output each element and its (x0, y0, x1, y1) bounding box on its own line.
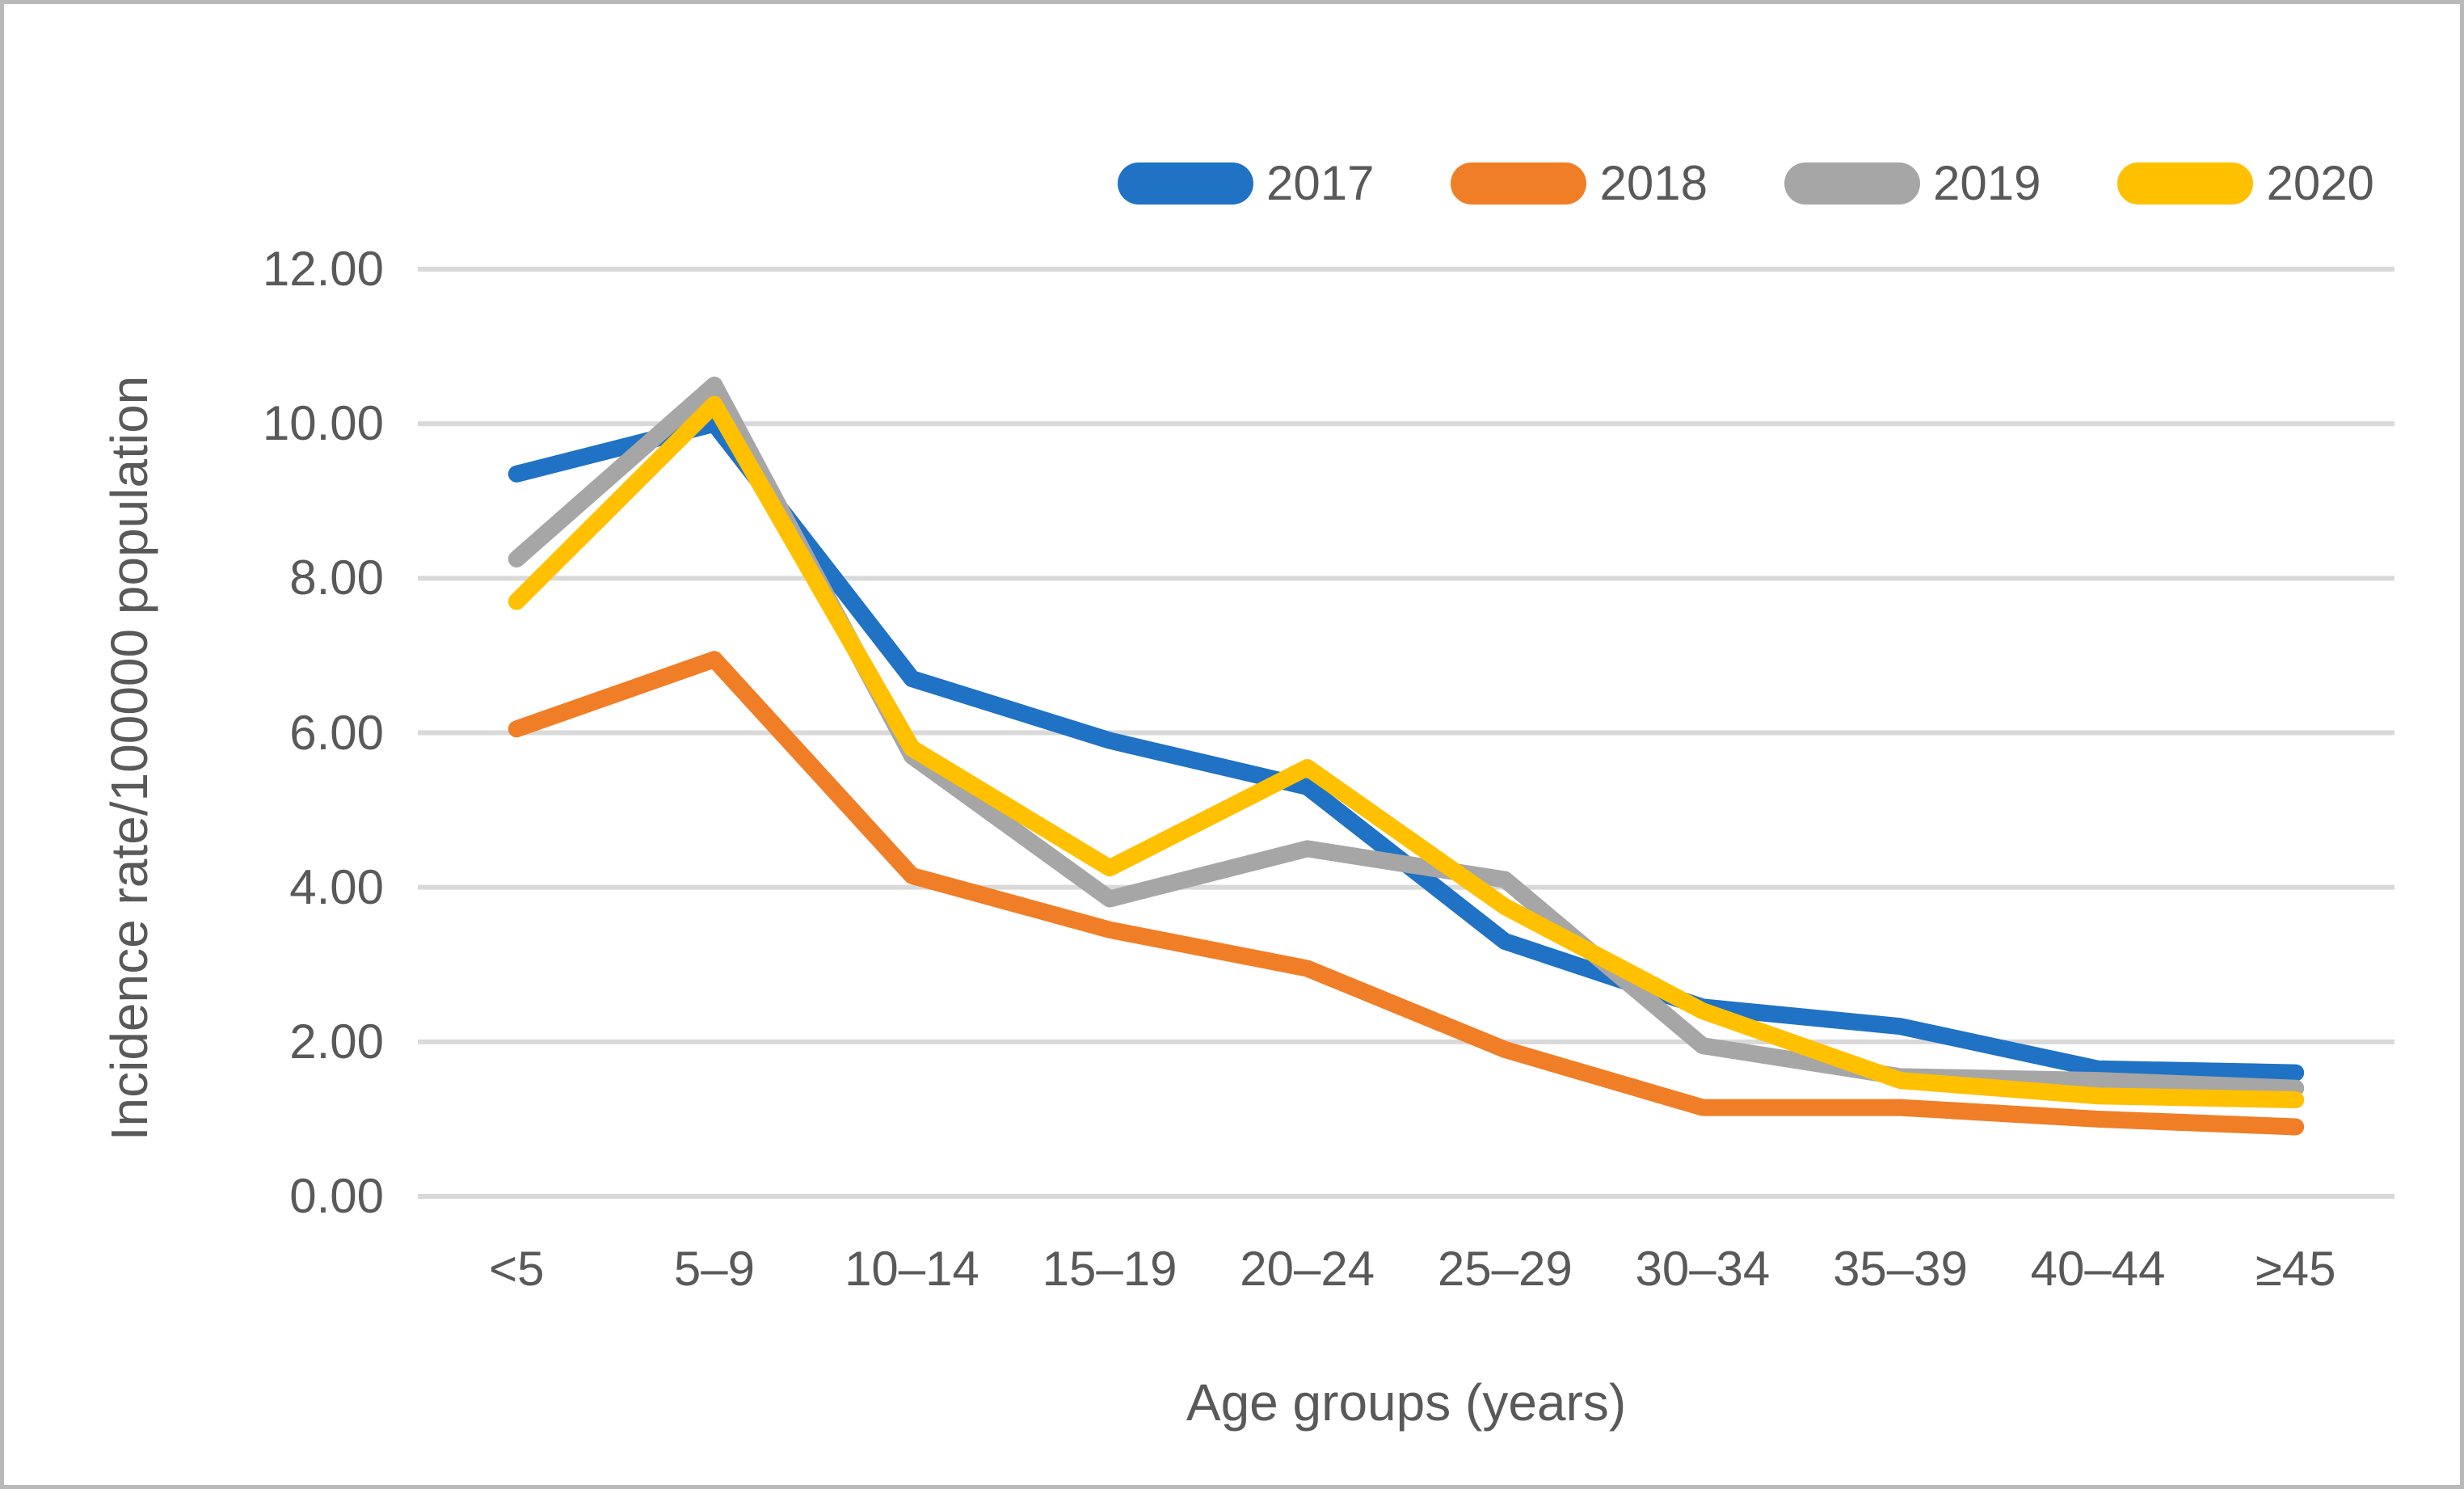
series-line-2020 (508, 395, 2305, 1109)
x-tick-label-10: ≥45 (2255, 1242, 2336, 1296)
x-tick-label-5: 20–24 (1240, 1242, 1375, 1296)
y-tick-label-10.00: 10.00 (262, 396, 384, 451)
x-tick-label-4: 15–19 (1042, 1242, 1177, 1296)
x-tick-label-1: <5 (489, 1242, 545, 1296)
legend-item-2017: 2017 (1118, 159, 1374, 208)
legend-label-2019: 2019 (1932, 156, 2041, 210)
legend-item-2019: 2019 (1784, 159, 2041, 208)
x-tick-label-6: 25–29 (1437, 1242, 1573, 1296)
x-axis-title: Age groups (years) (1186, 1373, 1627, 1432)
y-tick-label-6.00: 6.00 (289, 705, 384, 760)
y-tick-label-12.00: 12.00 (262, 242, 384, 297)
y-tick-label-2.00: 2.00 (289, 1014, 384, 1069)
legend-swatch-2017 (1118, 162, 1253, 205)
legend-item-2020: 2020 (2117, 156, 2374, 210)
legend-label-2017: 2017 (1266, 156, 1375, 210)
legend-swatch-2019 (1784, 162, 1920, 205)
legend-swatch-2020 (2117, 162, 2254, 205)
y-tick-label-4.00: 4.00 (289, 859, 384, 914)
plot-area (418, 267, 2395, 1199)
x-tick-label-8: 35–39 (1833, 1242, 1968, 1296)
series-line-2018 (508, 651, 2305, 1136)
legend-label-2020: 2020 (2266, 156, 2374, 210)
x-tick-label-3: 10–14 (844, 1242, 979, 1296)
y-tick-label-0.00: 0.00 (289, 1169, 384, 1223)
x-tick-label-7: 30–34 (1635, 1242, 1771, 1296)
y-tick-label-8.00: 8.00 (289, 550, 384, 605)
x-tick-label-2: 5–9 (673, 1242, 755, 1296)
legend: 2017 2018 2019 2020 (1118, 159, 2374, 208)
legend-item-2018: 2018 (1451, 156, 1708, 210)
legend-swatch-2018 (1451, 162, 1587, 205)
legend-label-2018: 2018 (1599, 156, 1708, 210)
x-tick-label-9: 40–44 (2030, 1242, 2166, 1296)
